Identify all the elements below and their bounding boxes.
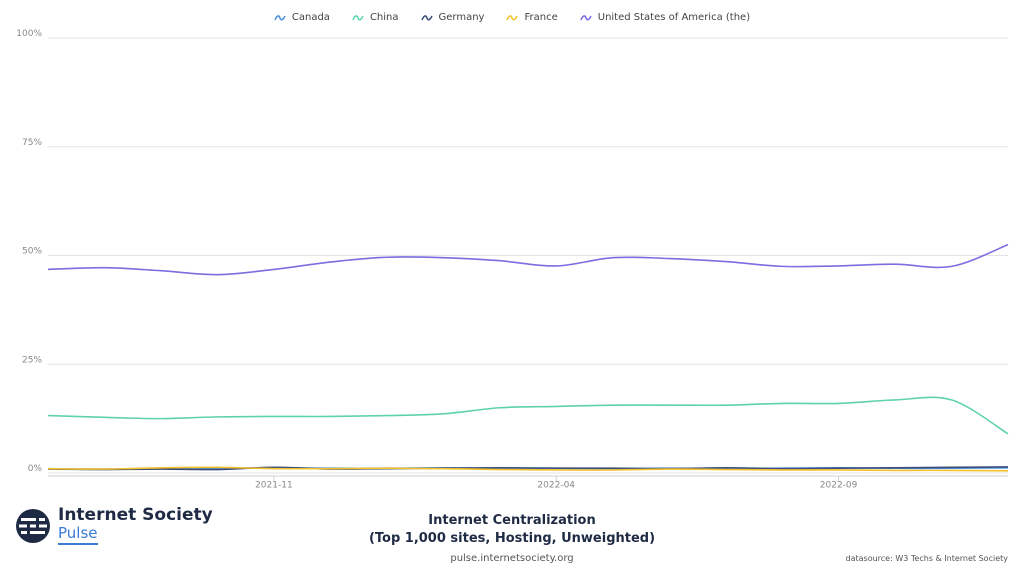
legend-swatch-icon <box>506 14 519 20</box>
series-line-germany <box>47 466 1009 471</box>
globe-logo-icon <box>16 509 50 543</box>
footer-url[interactable]: pulse.internetsociety.org <box>450 553 574 564</box>
legend-label: Germany <box>438 12 485 23</box>
legend-swatch-icon <box>580 14 592 20</box>
legend-swatch-icon <box>274 14 286 20</box>
y-tick-label: 50% <box>22 247 42 257</box>
logo-name: Internet Society <box>58 505 213 525</box>
chart-title-line1: Internet Centralization <box>428 513 596 528</box>
legend-label: United States of America (the) <box>597 12 751 23</box>
legend-item-france[interactable]: France <box>506 12 558 23</box>
chart-title: Internet Centralization (Top 1,000 sites… <box>340 512 684 548</box>
y-tick-label: 100% <box>16 29 42 39</box>
y-tick-label: 75% <box>22 138 42 148</box>
legend-item-germany[interactable]: Germany <box>420 12 485 23</box>
datasource-note: datasource: W3 Techs & Internet Society <box>845 554 1008 563</box>
series-line-united-states-of-america-the <box>47 243 1009 276</box>
chart-title-line2: (Top 1,000 sites, Hosting, Unweighted) <box>368 531 656 546</box>
legend-item-canada[interactable]: Canada <box>274 12 330 23</box>
line-chart: 0% 25% 50% 75% 100% 2021-11 2022-04 2022-09 <box>16 29 1009 491</box>
series-line-china <box>47 396 1009 435</box>
chart-legend: Canada China Germany France United States of… <box>0 12 1024 23</box>
legend-swatch-icon <box>352 14 364 20</box>
x-tick-label: 2022-09 <box>820 481 858 491</box>
y-tick-label: 0% <box>28 464 43 474</box>
y-tick-label: 25% <box>22 355 42 365</box>
legend-label: France <box>524 12 558 23</box>
legend-swatch-icon <box>420 14 433 20</box>
legend-label: China <box>369 12 399 23</box>
series-line-france <box>47 466 1009 472</box>
legend-item-united-states-of-america-the[interactable]: United States of America (the) <box>580 12 750 23</box>
x-tick-label: 2022-04 <box>537 481 575 491</box>
logo-subtitle: Pulse <box>58 526 98 545</box>
legend-item-china[interactable]: China <box>352 12 399 23</box>
internet-society-logo: Internet Society Pulse <box>16 507 213 545</box>
legend-label: Canada <box>291 12 330 23</box>
x-tick-label: 2021-11 <box>255 481 293 491</box>
